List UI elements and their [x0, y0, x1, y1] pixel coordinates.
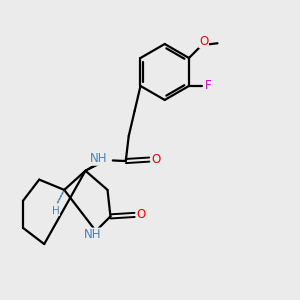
Polygon shape — [85, 159, 105, 171]
Text: O: O — [199, 35, 208, 48]
Text: O: O — [136, 208, 146, 221]
Text: O: O — [151, 153, 160, 166]
Text: NH: NH — [83, 228, 101, 241]
Text: NH: NH — [90, 152, 107, 165]
Text: H: H — [52, 206, 59, 215]
Text: F: F — [205, 80, 211, 92]
